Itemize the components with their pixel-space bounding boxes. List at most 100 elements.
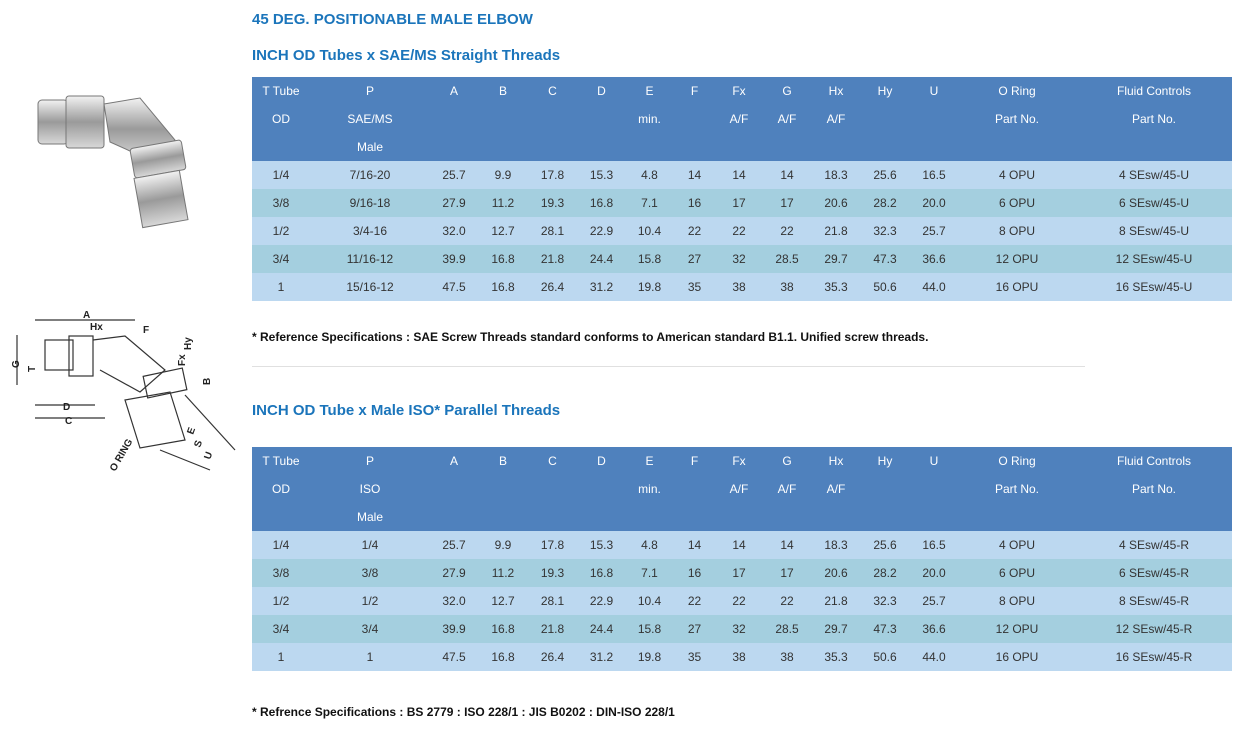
table-cell: 1 xyxy=(366,650,374,664)
table-cell: 11.2 xyxy=(491,566,515,580)
header-text: A/F xyxy=(777,112,797,126)
header-text: U xyxy=(929,454,939,468)
table-cell: 22 xyxy=(687,224,702,238)
table-row: 1/2 1/2 32.0 12.7 28.1 22.9 10.4 22 22 22 21.8 32.3… xyxy=(252,587,1232,615)
header-text: min. xyxy=(638,482,661,496)
table-cell: 16 OPU xyxy=(995,280,1039,294)
table-cell: 21.8 xyxy=(540,252,565,266)
header-cell: P ISO Male xyxy=(310,447,430,531)
table-cell: 15.8 xyxy=(637,622,662,636)
table-cell: 28.2 xyxy=(873,566,897,580)
table-cell: 9/16-18 xyxy=(349,196,391,210)
header-cell: O Ring Part No. xyxy=(958,447,1076,531)
table-row: 3/8 9/16-18 27.9 11.2 19.3 16.8 7.1 16 17 17 20.6 2… xyxy=(252,189,1232,217)
header-text: G xyxy=(782,84,792,98)
table-cell: 14 xyxy=(687,168,702,182)
table-cell: 6 SEsw/45-U xyxy=(1118,196,1190,210)
header-cell: Fluid Controls Part No. xyxy=(1076,77,1232,161)
table-cell: 14 xyxy=(732,538,746,552)
table-cell: 17 xyxy=(732,196,746,210)
table-cell: 10.4 xyxy=(637,224,662,238)
diagram-label: Fx xyxy=(177,354,188,366)
header-text: Hy xyxy=(877,84,893,98)
header-text: Male xyxy=(356,510,383,524)
table-cell: 20.0 xyxy=(922,196,946,210)
table-cell: 38 xyxy=(732,650,746,664)
table-cell: 16 xyxy=(687,566,702,580)
header-text: Part No. xyxy=(1131,112,1176,126)
header-cell: F xyxy=(673,447,716,531)
diagram-label: A xyxy=(83,310,90,321)
header-text: Part No. xyxy=(1131,482,1176,496)
header-text: B xyxy=(498,454,507,468)
header-text: A xyxy=(449,84,458,98)
header-cell: A xyxy=(430,77,478,161)
table-cell: 12 SEsw/45-U xyxy=(1115,252,1193,266)
table-cell: 28.2 xyxy=(873,196,897,210)
diagram-label: S xyxy=(192,439,205,449)
table-cell: 19.8 xyxy=(637,280,662,294)
header-cell: G A/F xyxy=(762,447,812,531)
header-text: OD xyxy=(272,112,290,126)
header-cell: Fluid Controls Part No. xyxy=(1076,447,1232,531)
header-text: Fluid Controls xyxy=(1116,454,1192,468)
table-cell: 20.6 xyxy=(824,196,848,210)
table-cell: 14 xyxy=(732,168,746,182)
table-row: 1/4 1/4 25.7 9.9 17.8 15.3 4.8 14 14 14 18.3 25.6 16… xyxy=(252,531,1232,559)
header-text: P xyxy=(365,84,374,98)
table-cell: 15.3 xyxy=(589,538,614,552)
table-cell: 32.3 xyxy=(873,594,897,608)
table-cell: 35.3 xyxy=(824,280,848,294)
table-cell: 47.5 xyxy=(442,650,466,664)
table-cell: 16.8 xyxy=(491,622,515,636)
table-cell: 14 xyxy=(780,168,794,182)
table-cell: 4 OPU xyxy=(998,538,1035,552)
table-cell: 25.7 xyxy=(442,168,466,182)
table-cell: 35 xyxy=(687,280,702,294)
table-cell: 1/2 xyxy=(272,594,290,608)
diagram-label: U xyxy=(202,450,215,461)
dimension-drawing: A Hx F G T Fx Hy B D C E S U O RING xyxy=(11,310,236,474)
table-cell: 25.7 xyxy=(922,224,946,238)
section-title: INCH OD Tubes x SAE/MS Straight Threads xyxy=(252,47,561,64)
table-cell: 4 OPU xyxy=(998,168,1035,182)
header-text: C xyxy=(548,454,557,468)
header-text: A/F xyxy=(729,112,749,126)
table-cell: 35 xyxy=(687,650,702,664)
table-cell: 25.6 xyxy=(873,168,897,182)
table-cell: 20.6 xyxy=(824,566,848,580)
table-cell: 7.1 xyxy=(641,566,658,580)
table-cell: 19.8 xyxy=(637,650,662,664)
diagram-label: B xyxy=(202,378,213,385)
table-cell: 6 OPU xyxy=(998,566,1035,580)
table-cell: 17 xyxy=(732,566,746,580)
table-cell: 1/4 xyxy=(272,168,290,182)
header-cell: F xyxy=(673,77,716,161)
table-cell: 14 xyxy=(780,538,794,552)
table-cell: 18.3 xyxy=(824,538,848,552)
header-cell: C xyxy=(528,447,577,531)
table-row: 1/4 7/16-20 25.7 9.9 17.8 15.3 4.8 14 14 14 18.3 25… xyxy=(252,161,1232,189)
table-cell: 44.0 xyxy=(922,280,946,294)
table-cell: 26.4 xyxy=(540,280,565,294)
table-cell: 38 xyxy=(780,650,794,664)
table-cell: 39.9 xyxy=(442,252,466,266)
table-cell: 4.8 xyxy=(641,538,658,552)
table-cell: 17 xyxy=(780,566,794,580)
table-cell: 10.4 xyxy=(637,594,662,608)
table-cell: 8 SEsw/45-U xyxy=(1118,224,1190,238)
table-cell: 22 xyxy=(732,224,746,238)
header-text: A/F xyxy=(777,482,797,496)
table-cell: 16 SEsw/45-U xyxy=(1115,280,1193,294)
diagram-label: Hx xyxy=(90,322,103,333)
header-cell: G A/F xyxy=(762,77,812,161)
header-text: D xyxy=(597,454,606,468)
table-cell: 28.1 xyxy=(540,224,565,238)
table-cell: 16.8 xyxy=(491,650,515,664)
header-text: U xyxy=(929,84,939,98)
table-cell: 12 SEsw/45-R xyxy=(1115,622,1193,636)
table-cell: 1/4 xyxy=(361,538,379,552)
header-cell: T Tube OD xyxy=(252,447,310,531)
